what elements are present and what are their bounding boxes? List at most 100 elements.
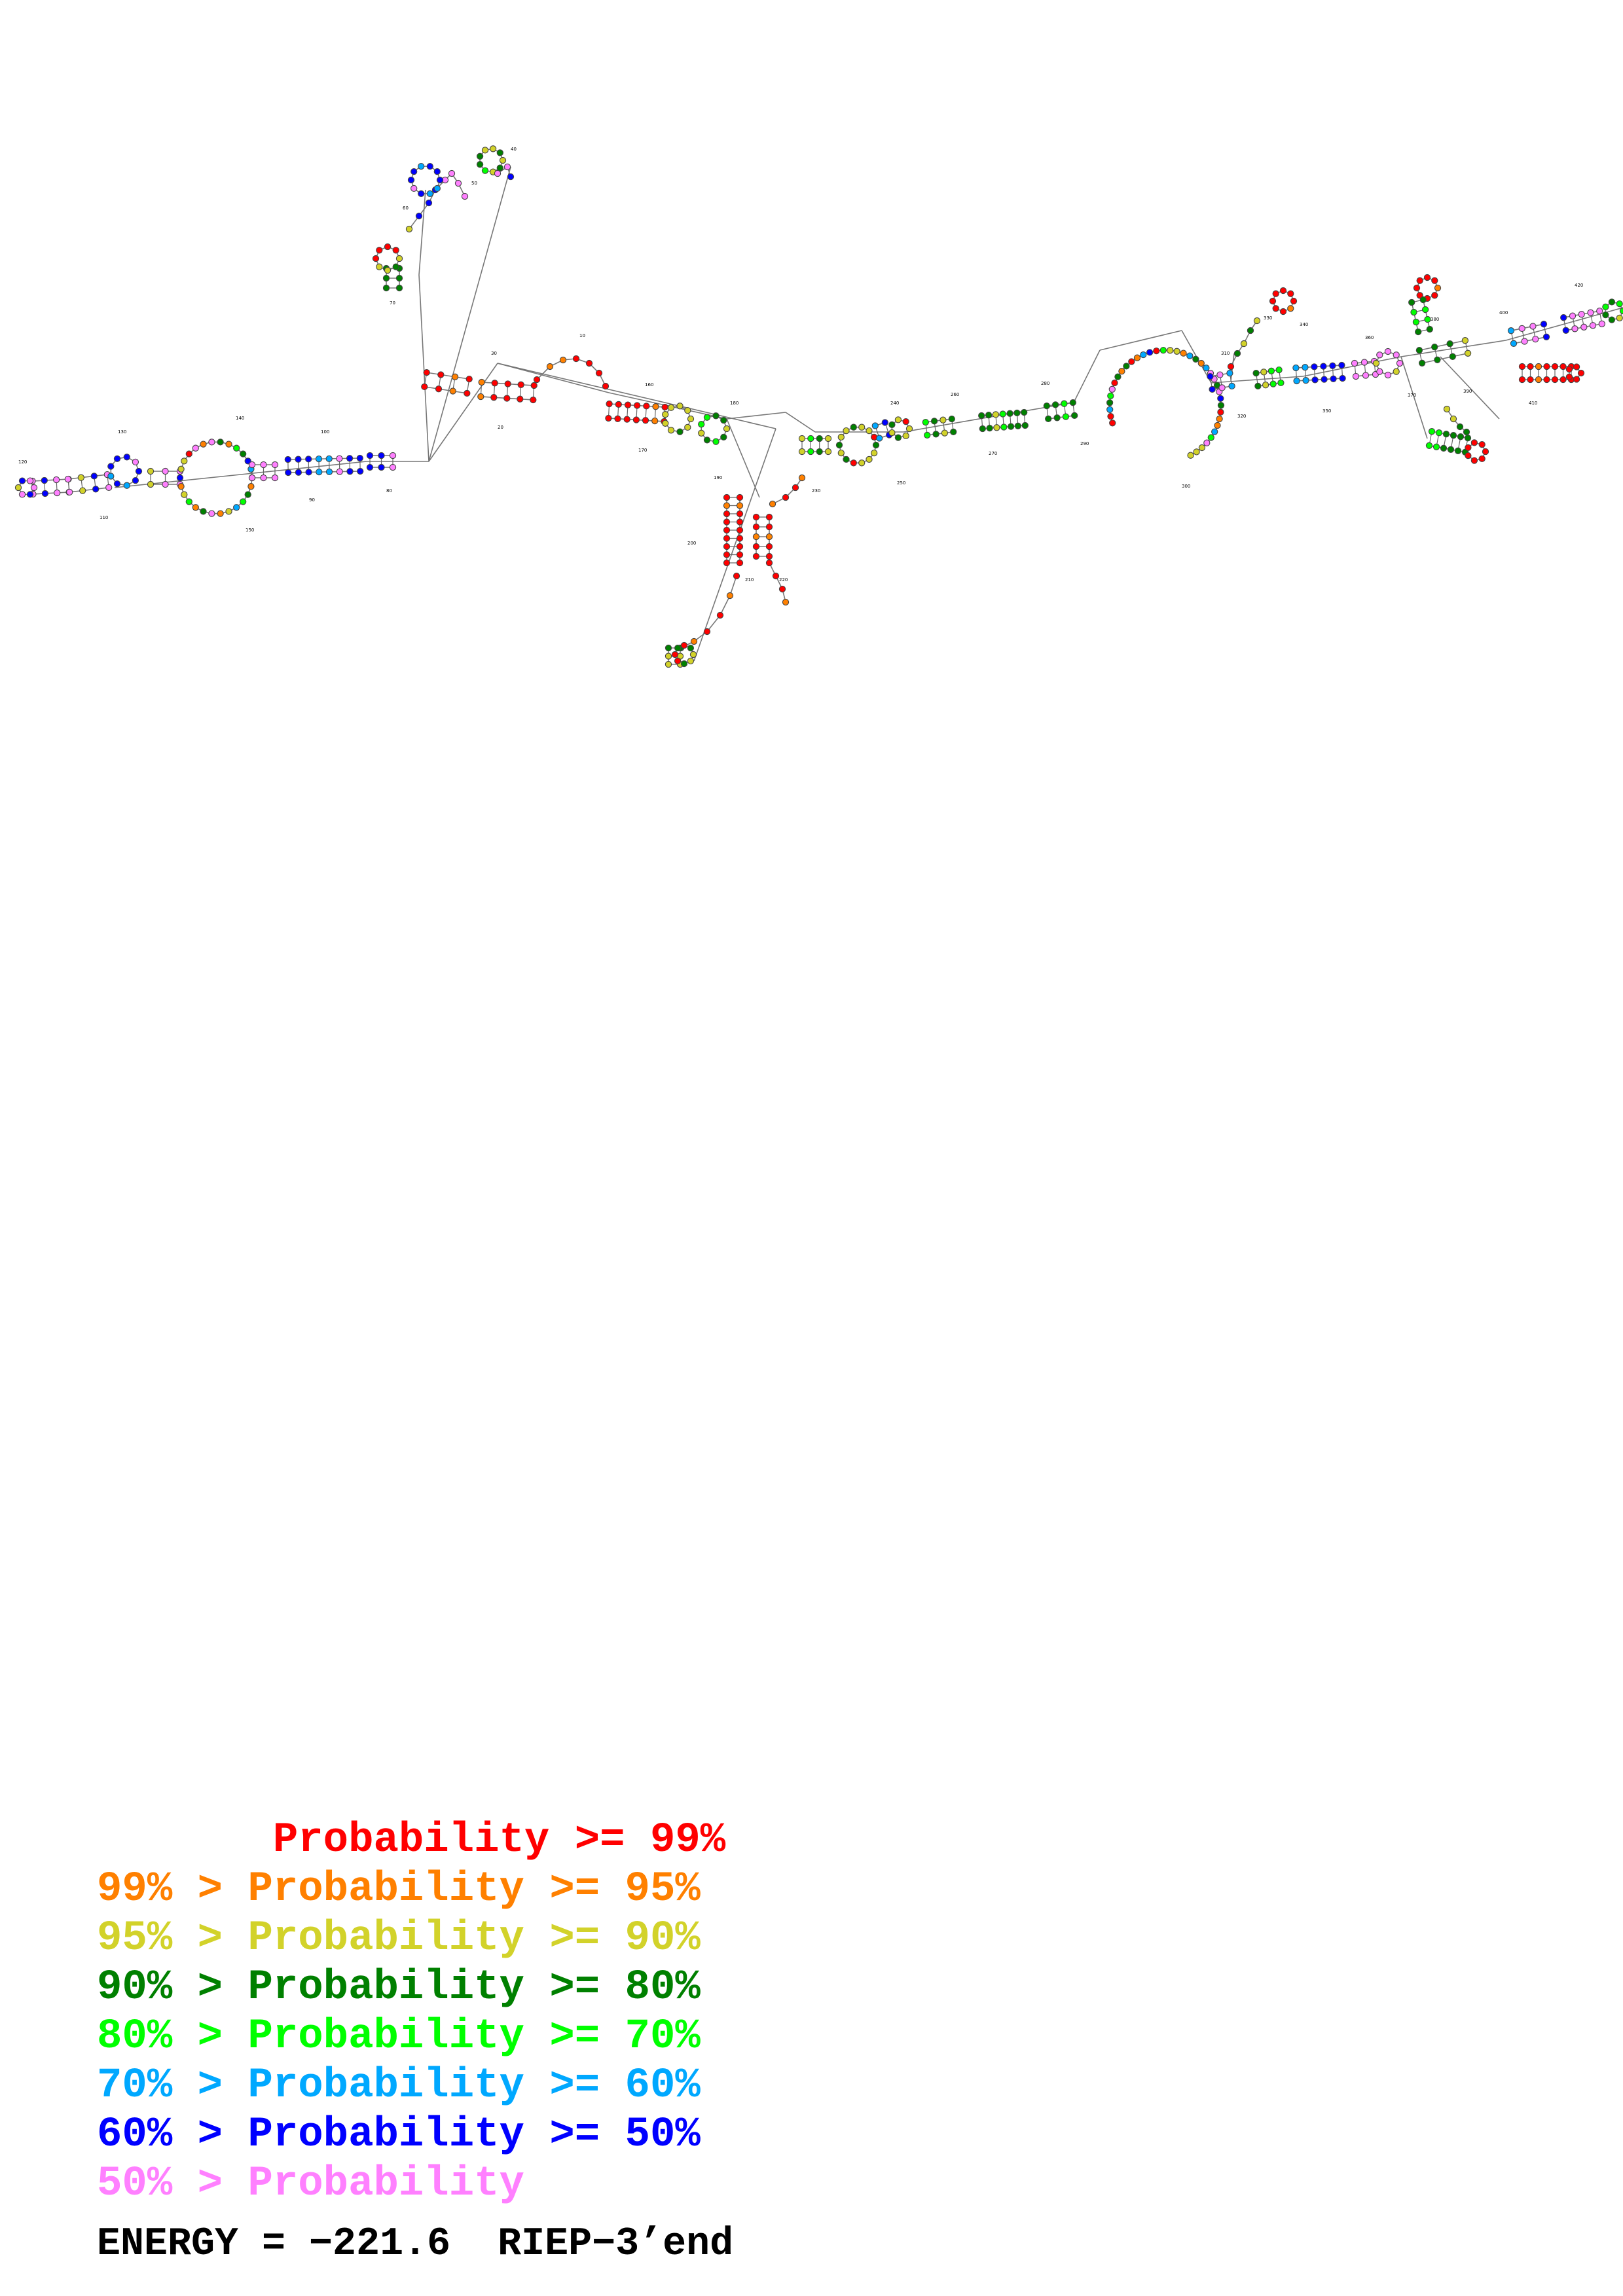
nucleotide [1211,428,1218,435]
position-labels: 120 130 110 140 150 100 90 80 70 60 50 40 30 20 10 160 1… [18,147,1583,583]
backbone-segment [1513,336,1547,344]
legend-line: 90% > Probability >= 80% [97,1964,701,2011]
nucleotide [1410,308,1417,316]
nucleotide [496,149,503,156]
nucleotide [1267,367,1275,374]
nucleotide [1376,368,1383,375]
nucleotide [192,444,199,452]
nucleotide [1527,376,1534,384]
legend-line: Probability >= 99% [97,1817,726,1864]
nucleotide [176,474,184,482]
nucleotide [888,429,896,437]
nucleotide [1470,457,1478,464]
nucleotide [1133,354,1141,361]
nucleotide [1360,359,1368,366]
nucleotide [147,480,155,488]
nucleotide [517,381,524,388]
nucleotide [208,510,215,517]
nucleotide [14,484,22,492]
nucleotide [426,162,433,170]
nucleotide [723,502,731,509]
nucleotide [1440,444,1448,452]
nucleotide [1562,327,1569,334]
nucleotide [798,448,806,456]
nucleotide [107,473,115,480]
nucleotide [316,468,323,476]
nucleotide [614,415,621,422]
nucleotide [723,543,731,550]
nucleotide [200,508,207,515]
position-label: 350 [1322,408,1331,414]
nucleotide [225,508,232,515]
nucleotide [1007,423,1015,430]
nucleotide [1173,348,1180,355]
nucleotide [1209,386,1216,393]
nucleotide [1463,428,1470,436]
backbone-segment [32,478,69,482]
position-label: 200 [687,541,696,546]
nucleotide [1560,314,1567,321]
nucleotide [271,461,279,469]
position-label: 330 [1264,315,1272,321]
nucleotide [703,628,711,636]
nucleotide [1376,351,1383,359]
nucleotide [606,400,613,408]
nucleotide [325,455,333,463]
backbone-segment [426,372,469,380]
nucleotide [1362,372,1370,379]
nucleotide [723,510,731,518]
position-label: 320 [1237,414,1246,419]
nucleotide [407,176,415,184]
nucleotide [1128,358,1135,365]
nucleotide [418,162,425,170]
nucleotide [736,526,744,534]
nucleotide [1408,298,1415,306]
nucleotide [378,463,385,471]
nucleotide [723,559,731,567]
nucleotide [572,355,580,363]
nucleotide [1272,305,1279,312]
legend-line: 50% > Probability [97,2161,524,2208]
nucleotide [642,417,649,424]
nucleotide [1051,401,1059,408]
nucleotide [295,469,302,476]
nucleotide [723,425,731,433]
nucleotide [1478,440,1486,448]
nucleotide [464,389,471,397]
nucleotide [123,454,130,461]
nucleotide [113,480,121,488]
nucleotide [336,455,343,462]
nucleotide [736,518,744,526]
nucleotide [346,468,354,475]
nucleotide [1384,371,1392,379]
nucleotide [1262,382,1269,389]
nucleotide [92,486,100,493]
nucleotide [651,417,659,425]
nucleotide [79,487,86,494]
nucleotide [1580,323,1588,331]
nucleotide [985,412,993,419]
nucleotide [410,185,418,192]
nucleotide [712,412,720,420]
nucleotide [1153,347,1160,355]
nucleotide [185,498,192,505]
nucleotide [1287,290,1294,297]
nucleotide [1518,325,1525,332]
nucleotide [305,469,312,476]
nucleotide [733,572,740,580]
nucleotide [736,502,744,509]
nucleotide [384,266,392,274]
nucleotide [1146,349,1154,356]
nucleotide [425,199,433,207]
position-label: 250 [897,480,905,486]
nucleotide [1198,444,1206,452]
legend-line: 99% > Probability >= 95% [97,1866,701,1913]
nucleotide [1616,314,1623,322]
nucleotide [177,465,185,473]
position-label: 90 [309,497,315,503]
nucleotide [684,406,691,414]
nucleotide [752,523,760,531]
legend-line: 60% > Probability >= 50% [97,2111,701,2159]
nucleotide [1107,412,1114,420]
nucleotide [18,477,26,484]
